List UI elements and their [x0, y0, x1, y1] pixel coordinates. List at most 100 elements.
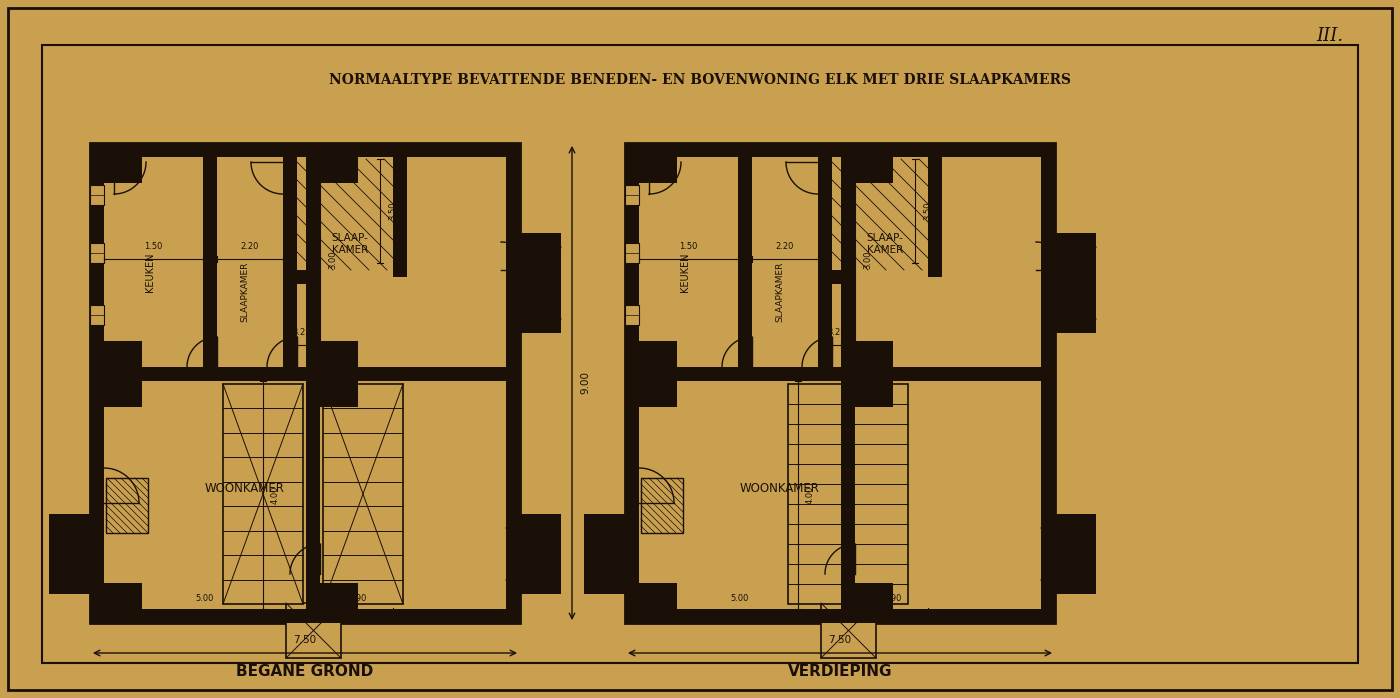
- Bar: [1056, 319, 1096, 333]
- Text: 3.50: 3.50: [388, 202, 398, 221]
- Bar: [624, 143, 1056, 623]
- Bar: [841, 157, 893, 183]
- Text: 5.00: 5.00: [196, 594, 214, 603]
- Bar: [818, 270, 855, 284]
- Bar: [323, 384, 403, 604]
- Bar: [1042, 580, 1082, 594]
- Text: BEGANE GROND: BEGANE GROND: [237, 664, 374, 678]
- Text: 0.90: 0.90: [349, 594, 367, 603]
- Text: 7.50: 7.50: [294, 635, 316, 645]
- Bar: [505, 580, 547, 594]
- Text: 3.25: 3.25: [293, 327, 311, 336]
- Bar: [90, 583, 141, 609]
- Text: KEUKEN: KEUKEN: [146, 253, 155, 292]
- Bar: [841, 341, 893, 367]
- Bar: [90, 143, 519, 157]
- Bar: [1042, 514, 1082, 528]
- Bar: [283, 270, 321, 284]
- Text: 5.00: 5.00: [731, 594, 749, 603]
- Bar: [738, 157, 752, 374]
- Bar: [624, 243, 638, 263]
- Bar: [624, 381, 678, 407]
- Bar: [286, 603, 342, 658]
- Text: WOONKAMER: WOONKAMER: [204, 482, 286, 495]
- Text: 9.00: 9.00: [580, 371, 589, 394]
- Bar: [624, 367, 1056, 381]
- Bar: [624, 186, 638, 205]
- Text: 3.00: 3.00: [328, 251, 337, 269]
- Bar: [624, 306, 638, 325]
- Bar: [519, 233, 561, 247]
- Text: SLAAPKAMER: SLAAPKAMER: [776, 262, 784, 322]
- Bar: [90, 381, 141, 407]
- Text: 2.20: 2.20: [776, 242, 794, 251]
- Bar: [90, 306, 104, 325]
- Text: 4.00: 4.00: [806, 486, 815, 504]
- Bar: [42, 45, 1358, 663]
- Text: 1.50: 1.50: [679, 242, 697, 251]
- Bar: [307, 381, 358, 407]
- Bar: [584, 580, 624, 594]
- Text: KEUKEN: KEUKEN: [680, 253, 690, 292]
- Bar: [818, 157, 832, 374]
- Bar: [49, 514, 90, 528]
- Bar: [841, 583, 893, 609]
- Bar: [624, 157, 678, 183]
- Bar: [283, 157, 297, 374]
- Bar: [841, 381, 893, 407]
- Text: SLAAP-
KAMER: SLAAP- KAMER: [867, 233, 903, 255]
- Text: 4.00: 4.00: [272, 486, 280, 504]
- Text: SLAAPKAMER: SLAAPKAMER: [241, 262, 249, 322]
- Bar: [203, 157, 217, 374]
- Bar: [1042, 514, 1096, 594]
- Bar: [641, 478, 683, 533]
- Text: III.: III.: [1316, 27, 1344, 45]
- Text: VERDIEPING: VERDIEPING: [788, 664, 892, 678]
- Text: WOONKAMER: WOONKAMER: [741, 482, 820, 495]
- Bar: [90, 243, 104, 263]
- Text: 3.00: 3.00: [862, 251, 872, 269]
- Bar: [90, 341, 141, 367]
- Text: NORMAALTYPE BEVATTENDE BENEDEN- EN BOVENWONING ELK MET DRIE SLAAPKAMERS: NORMAALTYPE BEVATTENDE BENEDEN- EN BOVEN…: [329, 73, 1071, 87]
- Bar: [393, 157, 407, 277]
- Bar: [307, 143, 321, 623]
- Text: 0.90: 0.90: [883, 594, 902, 603]
- Bar: [928, 157, 942, 277]
- Bar: [90, 157, 141, 183]
- Bar: [90, 186, 104, 205]
- Bar: [49, 514, 104, 594]
- Bar: [1042, 233, 1096, 333]
- Text: 2.20: 2.20: [241, 242, 259, 251]
- Bar: [519, 319, 561, 333]
- Bar: [90, 143, 104, 623]
- Bar: [307, 341, 358, 367]
- Bar: [90, 609, 519, 623]
- Bar: [90, 143, 519, 623]
- Bar: [624, 341, 678, 367]
- Bar: [820, 603, 876, 658]
- Bar: [307, 583, 358, 609]
- Bar: [624, 143, 638, 623]
- Bar: [624, 609, 1056, 623]
- Bar: [505, 143, 519, 623]
- Bar: [223, 384, 302, 604]
- Bar: [584, 514, 638, 594]
- Text: 3.25: 3.25: [827, 327, 846, 336]
- Bar: [841, 143, 855, 623]
- Text: 3.50: 3.50: [923, 202, 932, 221]
- Bar: [49, 580, 90, 594]
- Bar: [1042, 143, 1056, 623]
- Bar: [106, 478, 148, 533]
- Bar: [1056, 233, 1096, 247]
- Bar: [584, 514, 624, 528]
- Text: 1.50: 1.50: [144, 242, 162, 251]
- Bar: [624, 143, 1056, 157]
- Text: 7.50: 7.50: [829, 635, 851, 645]
- Bar: [505, 514, 561, 594]
- Bar: [624, 583, 678, 609]
- Bar: [505, 514, 547, 528]
- Bar: [505, 233, 561, 333]
- Bar: [788, 384, 909, 604]
- Text: SLAAP-
KAMER: SLAAP- KAMER: [332, 233, 368, 255]
- Bar: [307, 157, 358, 183]
